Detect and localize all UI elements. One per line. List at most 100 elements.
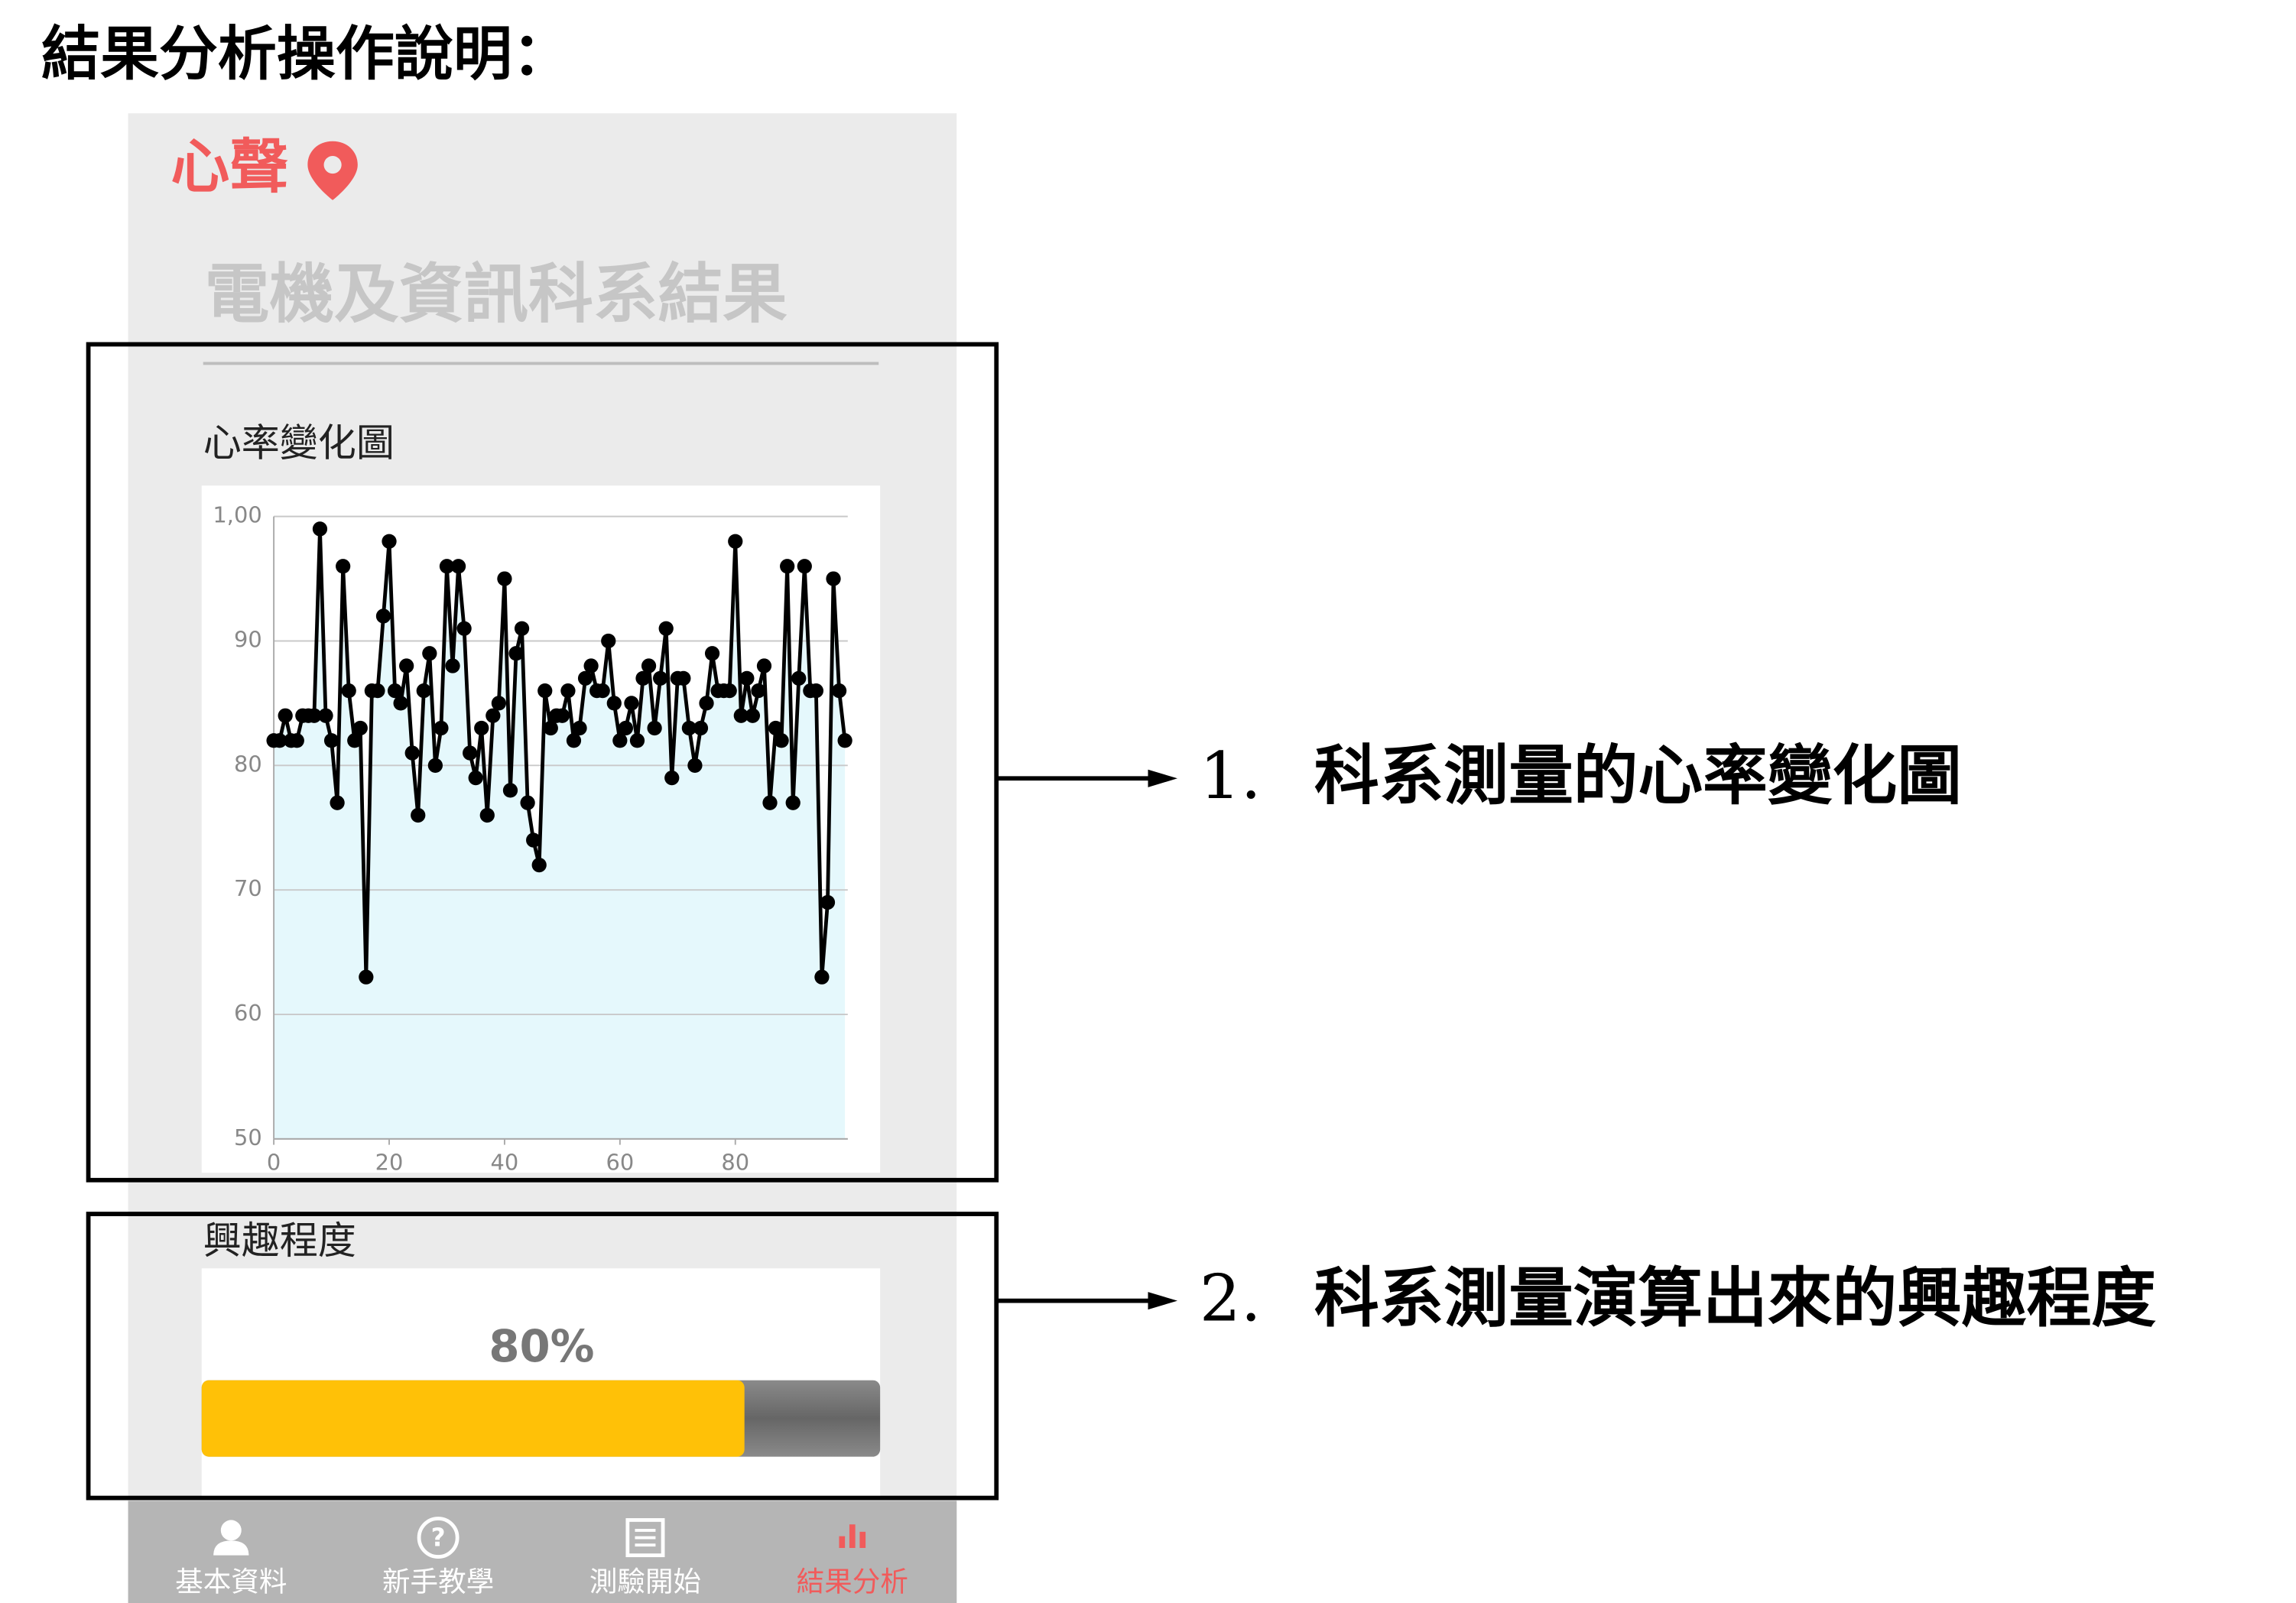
point — [439, 559, 455, 574]
progress-fill — [201, 1380, 745, 1457]
x-tick-label: 20 — [375, 1150, 404, 1176]
progress-label: 80% — [489, 1320, 594, 1372]
interest-title: 興趣程度 — [203, 1218, 356, 1263]
nav-icon: ? — [417, 1517, 460, 1559]
point — [704, 646, 720, 661]
point — [837, 733, 852, 748]
nav-label[interactable]: 測驗開始 — [589, 1566, 701, 1598]
icon-part — [839, 1536, 846, 1549]
point — [681, 720, 697, 736]
point — [756, 658, 772, 673]
point — [508, 646, 524, 661]
point — [797, 559, 812, 574]
point — [422, 646, 437, 661]
point — [647, 720, 662, 736]
point — [572, 720, 587, 736]
x-tick-label: 40 — [491, 1150, 519, 1176]
point — [774, 733, 789, 748]
annotation-text: 科系測量演算出來的興趣程度 — [1314, 1259, 2156, 1335]
point — [427, 758, 443, 773]
point — [491, 696, 507, 711]
arrow-head — [1148, 1292, 1177, 1310]
point — [629, 733, 645, 748]
location-icon — [307, 141, 358, 200]
point — [780, 559, 795, 574]
arrow-head — [1148, 769, 1177, 787]
point — [820, 894, 836, 910]
point — [399, 658, 414, 673]
point — [387, 683, 403, 699]
point — [601, 633, 616, 649]
point — [745, 708, 761, 723]
y-tick-label: 50 — [234, 1124, 262, 1150]
x-tick-label: 60 — [606, 1150, 634, 1176]
point — [537, 683, 553, 699]
point — [514, 621, 530, 636]
point — [676, 670, 691, 686]
point — [739, 670, 755, 686]
point — [791, 670, 807, 686]
point — [450, 559, 466, 574]
nav-label[interactable]: 新手教學 — [382, 1566, 494, 1598]
annotation-number: 1. — [1200, 738, 1262, 813]
point — [359, 969, 374, 985]
page-title: 結果分析操作說明： — [41, 20, 571, 89]
point — [728, 534, 743, 549]
progress — [201, 1380, 745, 1457]
point — [341, 683, 356, 699]
point — [768, 720, 784, 736]
point — [733, 708, 749, 723]
point — [347, 733, 362, 748]
nav-label[interactable]: 基本資料 — [175, 1566, 287, 1598]
point — [826, 571, 841, 586]
point — [606, 696, 622, 711]
highlight-box — [86, 342, 999, 1183]
point — [526, 832, 541, 848]
app-page-title: 電機及資訊科系結果 — [205, 256, 788, 332]
point — [307, 708, 322, 723]
point — [664, 770, 680, 786]
y-tick-label: 1,00 — [213, 502, 261, 528]
nav-icon — [213, 1520, 249, 1556]
point — [323, 733, 339, 748]
point — [635, 670, 651, 686]
point — [468, 770, 483, 786]
point — [352, 720, 368, 736]
point — [751, 683, 766, 699]
y-tick-label: 80 — [234, 751, 262, 777]
point — [583, 658, 599, 673]
point — [278, 708, 293, 723]
icon-part: ? — [431, 1523, 446, 1552]
point — [434, 720, 449, 736]
point — [762, 795, 778, 810]
nav-items: 基本資料? 新手教學 測驗開始 結果分析 — [175, 1517, 908, 1598]
point — [445, 658, 460, 673]
area-fill — [274, 528, 846, 1139]
point — [336, 559, 351, 574]
point — [618, 720, 634, 736]
point — [370, 683, 385, 699]
bottom-nav — [128, 1501, 957, 1603]
icon-part — [849, 1524, 856, 1549]
x-tick-label: 0 — [267, 1150, 281, 1176]
plot: 50 60 70 80 90 1,00 0 20 40 60 80 — [213, 502, 852, 1176]
x-tick-label: 80 — [721, 1150, 749, 1176]
icon-part — [417, 1517, 460, 1559]
point — [577, 670, 593, 686]
icon-part — [213, 1540, 249, 1556]
point — [543, 720, 558, 736]
point — [722, 683, 737, 699]
point — [318, 708, 333, 723]
point — [808, 683, 824, 699]
brand: 心聲 — [170, 133, 288, 201]
point — [411, 807, 426, 823]
point — [502, 783, 518, 798]
point — [393, 696, 408, 711]
nav-label[interactable]: 結果分析 — [797, 1566, 908, 1598]
point — [595, 683, 610, 699]
annotation-text: 科系測量的心率變化圖 — [1314, 737, 1962, 813]
point — [699, 696, 714, 711]
chart-title: 心率變化圖 — [203, 421, 395, 466]
